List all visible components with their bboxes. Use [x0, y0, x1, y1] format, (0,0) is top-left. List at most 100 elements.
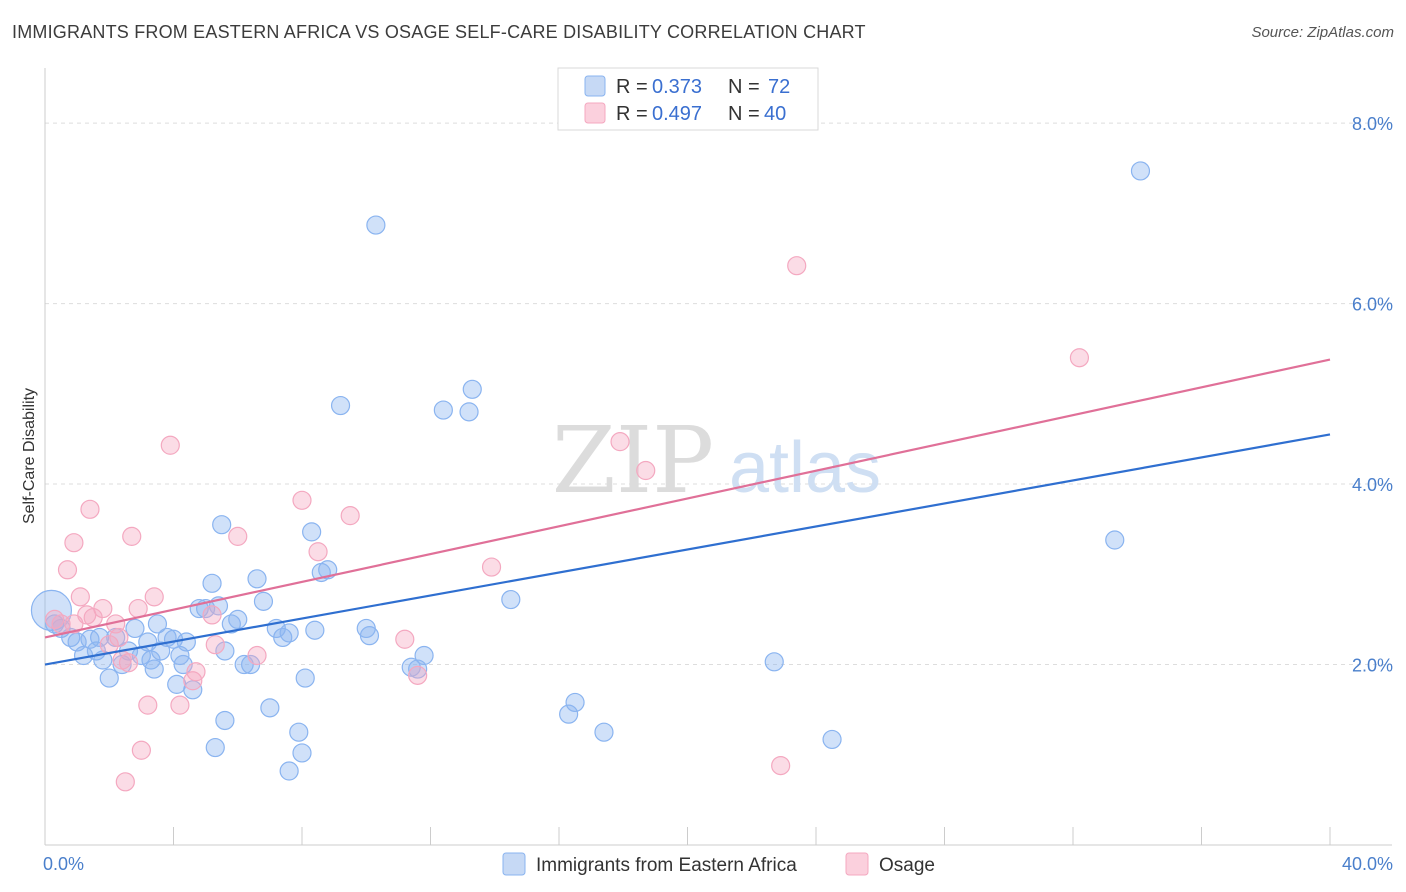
- legend-n-value-1: 72: [768, 76, 790, 98]
- point-eastern-africa: [279, 761, 299, 781]
- legend-n-value-2: 40: [764, 103, 786, 125]
- point-osage: [170, 695, 190, 715]
- trend-lines: [44, 358, 1331, 666]
- point-eastern-africa: [565, 692, 585, 713]
- point-osage: [292, 490, 312, 510]
- y-tick-label: 6.0%: [1352, 295, 1393, 315]
- point-osage: [205, 635, 225, 655]
- series-legend-label-2: Osage: [879, 855, 935, 876]
- point-osage: [131, 740, 151, 760]
- point-eastern-africa: [212, 515, 232, 535]
- point-eastern-africa: [1130, 161, 1151, 181]
- chart-source: Source: ZipAtlas.com: [1251, 24, 1394, 41]
- x-tick-label: 40.0%: [1342, 854, 1393, 874]
- x-tick-label: 0.0%: [43, 854, 84, 874]
- point-eastern-africa: [295, 668, 315, 688]
- y-tick-label: 8.0%: [1352, 114, 1393, 134]
- legend-n-label-2: N =: [728, 103, 760, 125]
- legend-r-label-1: R =: [616, 76, 648, 98]
- point-eastern-africa: [501, 589, 521, 610]
- point-osage: [636, 460, 656, 481]
- watermark-atlas: atlas: [729, 428, 881, 508]
- point-eastern-africa: [228, 609, 248, 630]
- series-legend-swatch-blue: [502, 852, 526, 876]
- point-eastern-africa: [302, 522, 322, 542]
- point-eastern-africa: [205, 737, 225, 758]
- y-axis-label: Self-Care Disability: [21, 388, 38, 524]
- point-eastern-africa: [147, 614, 168, 634]
- point-osage: [771, 755, 791, 776]
- series-legend-label-1: Immigrants from Eastern Africa: [536, 855, 797, 876]
- point-eastern-africa: [80, 629, 100, 649]
- point-osage: [247, 645, 267, 666]
- point-eastern-africa: [125, 618, 145, 639]
- point-osage: [186, 662, 206, 682]
- point-osage: [202, 605, 222, 625]
- point-eastern-africa: [289, 722, 309, 742]
- chart-title: IMMIGRANTS FROM EASTERN AFRICA VS OSAGE …: [12, 22, 866, 42]
- point-osage: [118, 653, 139, 673]
- point-osage: [1069, 348, 1090, 368]
- point-eastern-africa: [215, 710, 235, 731]
- point-osage: [610, 432, 630, 452]
- point-osage: [160, 435, 180, 455]
- point-eastern-africa: [764, 652, 784, 672]
- point-eastern-africa: [253, 591, 274, 611]
- legend-swatch-blue: [584, 75, 606, 97]
- point-eastern-africa: [822, 729, 842, 750]
- watermark-zip: ZIP: [552, 407, 714, 514]
- legend-swatch-pink: [584, 102, 606, 124]
- point-eastern-africa: [462, 379, 482, 399]
- point-eastern-africa: [433, 400, 453, 420]
- stats-legend: R = 0.373 N = 72 R = 0.497 N = 40: [557, 67, 819, 131]
- y-tick-label: 2.0%: [1352, 656, 1393, 676]
- point-osage: [228, 526, 248, 546]
- point-osage: [70, 587, 90, 607]
- point-osage: [64, 533, 84, 553]
- legend-r-value-2: 0.497: [652, 103, 702, 125]
- point-osage: [144, 587, 164, 607]
- point-eastern-africa: [305, 620, 325, 640]
- point-osage: [408, 665, 428, 685]
- trend-line-eastern-africa: [44, 433, 1331, 666]
- point-eastern-africa: [330, 395, 351, 416]
- point-osage: [115, 772, 135, 792]
- point-eastern-africa: [167, 674, 187, 694]
- point-osage: [138, 695, 158, 715]
- point-eastern-africa: [144, 659, 164, 679]
- y-tick-labels: 2.0% 4.0% 6.0% 8.0%: [1352, 114, 1393, 675]
- point-eastern-africa: [279, 623, 299, 643]
- point-eastern-africa: [1105, 530, 1125, 550]
- point-eastern-africa: [366, 215, 386, 235]
- point-osage: [340, 506, 360, 526]
- point-osage: [83, 608, 103, 628]
- point-eastern-africa: [459, 402, 479, 422]
- series-legend: Immigrants from Eastern Africa Osage: [502, 852, 935, 876]
- point-osage: [109, 627, 129, 648]
- point-osage: [64, 614, 84, 634]
- point-osage: [308, 542, 328, 562]
- y-tick-label: 4.0%: [1352, 475, 1393, 495]
- point-eastern-africa: [292, 743, 312, 763]
- point-osage: [481, 557, 502, 577]
- point-osage: [122, 526, 142, 546]
- legend-r-label-2: R =: [616, 103, 648, 125]
- series-legend-swatch-pink: [845, 852, 869, 876]
- point-eastern-africa: [559, 704, 579, 724]
- point-eastern-africa: [356, 618, 376, 639]
- point-eastern-africa: [408, 659, 428, 679]
- watermark: ZIP atlas: [552, 407, 881, 514]
- point-eastern-africa: [260, 698, 280, 718]
- point-osage: [395, 629, 415, 649]
- point-eastern-africa: [247, 569, 267, 589]
- x-tick-labels: 0.0% 40.0%: [43, 854, 1393, 874]
- axes: [44, 68, 1392, 846]
- point-eastern-africa: [90, 627, 110, 648]
- point-eastern-africa: [202, 573, 222, 593]
- point-eastern-africa: [99, 668, 119, 688]
- trend-line-osage: [44, 358, 1331, 639]
- point-osage: [787, 256, 807, 276]
- point-osage: [80, 499, 100, 519]
- point-eastern-africa: [594, 722, 614, 742]
